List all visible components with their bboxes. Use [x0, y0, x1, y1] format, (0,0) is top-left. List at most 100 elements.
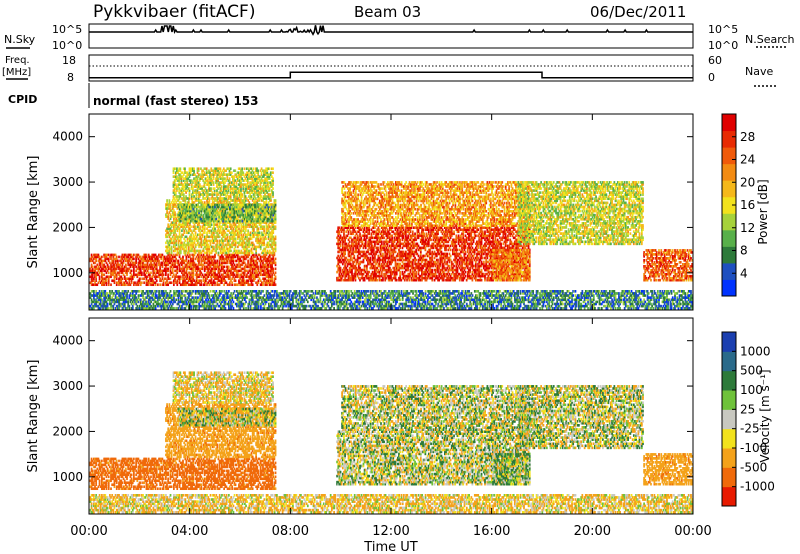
- power-cell: [188, 183, 191, 186]
- power-cell: [213, 217, 215, 221]
- power-cell: [231, 207, 234, 211]
- power-cell: [183, 241, 186, 245]
- power-cell: [220, 265, 223, 269]
- power-cell: [270, 199, 272, 202]
- power-cell: [219, 207, 222, 211]
- power-cell: [272, 171, 274, 175]
- power-cell: [121, 255, 124, 259]
- power-cell: [120, 277, 123, 281]
- power-cell: [175, 257, 178, 261]
- power-cell: [227, 247, 230, 251]
- power-cell: [241, 209, 244, 213]
- power-cell: [260, 207, 263, 210]
- power-cell: [337, 260, 340, 264]
- power-cell: [222, 185, 225, 188]
- power-cell: [191, 243, 194, 247]
- power-cell: [182, 217, 184, 221]
- power-cell: [193, 247, 196, 251]
- power-cell: [198, 205, 200, 209]
- power-cell: [174, 175, 177, 178]
- power-cell: [257, 231, 260, 235]
- power-cell: [114, 267, 117, 271]
- power-cell: [209, 265, 212, 269]
- power-cell: [337, 276, 340, 280]
- power-cell: [189, 229, 191, 233]
- power-cell: [158, 259, 160, 263]
- power-cell: [198, 187, 201, 190]
- power-cell: [90, 279, 93, 283]
- power-cell: [199, 215, 202, 219]
- power-cell: [252, 275, 255, 279]
- power-cell: [209, 187, 211, 190]
- power-cell: [231, 225, 234, 229]
- power-cell: [262, 187, 265, 190]
- power-cell: [244, 241, 247, 245]
- power-cell: [175, 205, 178, 208]
- power-cell: [268, 261, 271, 265]
- power-cell: [348, 274, 351, 278]
- power-cell: [220, 187, 223, 190]
- power-cell: [122, 283, 125, 287]
- power-cell: [231, 243, 234, 247]
- power-cell: [231, 281, 233, 285]
- power-cell: [170, 237, 173, 241]
- power-cell: [218, 243, 221, 247]
- power-cell: [118, 283, 120, 287]
- power-cell: [268, 233, 271, 237]
- power-cell: [346, 258, 349, 262]
- power-cell: [265, 253, 268, 257]
- power-cell: [192, 193, 194, 196]
- power-cell: [349, 246, 352, 250]
- power-cell: [217, 177, 219, 180]
- power-cell: [175, 223, 178, 227]
- power-cell: [221, 251, 223, 255]
- power-cell: [259, 191, 262, 194]
- power-cell: [257, 197, 260, 200]
- power-cell: [216, 219, 219, 223]
- power-cell: [256, 275, 259, 279]
- power-cell: [236, 235, 239, 239]
- power-cell: [226, 247, 229, 251]
- power-cell: [263, 247, 265, 251]
- power-cell: [262, 241, 264, 245]
- power-cell: [167, 259, 170, 263]
- power-cell: [268, 281, 271, 285]
- power-cell: [168, 211, 171, 214]
- power-cell: [251, 273, 254, 277]
- power-cell: [223, 235, 226, 239]
- power-cell: [95, 273, 98, 277]
- power-cell: [186, 211, 189, 215]
- power-cell: [239, 263, 241, 267]
- power-cell: [199, 255, 201, 259]
- power-cell: [272, 225, 275, 229]
- power-cell: [184, 251, 187, 255]
- power-cell: [223, 209, 226, 213]
- power-cell: [227, 195, 230, 198]
- power-cell: [198, 251, 200, 255]
- power-cell: [138, 255, 141, 259]
- power-cell: [252, 197, 255, 200]
- power-cell: [217, 245, 220, 249]
- power-cell: [262, 277, 264, 281]
- power-cell: [135, 253, 138, 257]
- power-cell: [211, 169, 214, 173]
- power-cell: [256, 239, 259, 243]
- power-cell: [186, 237, 189, 241]
- power-cell: [264, 179, 266, 182]
- power-cell: [252, 227, 255, 231]
- power-cell: [265, 237, 268, 241]
- power-cell: [231, 265, 233, 269]
- power-cell: [190, 193, 193, 196]
- power-cell: [217, 167, 219, 171]
- power-cell: [181, 183, 184, 186]
- power-cell: [352, 278, 355, 282]
- power-cell: [148, 259, 151, 263]
- power-cell: [222, 167, 225, 171]
- power-cell: [269, 193, 272, 196]
- power-cell: [241, 205, 244, 208]
- power-cell: [105, 271, 108, 275]
- power-cell: [182, 205, 184, 208]
- power-cell: [225, 243, 228, 247]
- power-cell: [228, 177, 231, 180]
- power-cell: [337, 262, 340, 266]
